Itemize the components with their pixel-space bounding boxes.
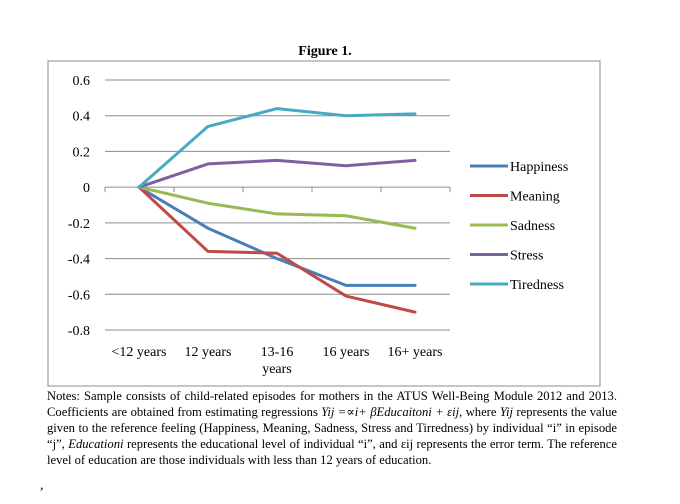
series-line-meaning [137,185,417,314]
legend-label-tiredness: Tiredness [510,278,564,293]
legend-label-sadness: Sadness [510,219,555,234]
x-axis-tick-labels: <12 years 12 years 13-16 years 16 years 16+ y… [112,345,443,377]
x-tick-label: <12 years [112,345,167,360]
legend-label-stress: Stress [510,249,543,264]
chart-title: Figure 1. [298,44,351,59]
y-tick-label: 0.6 [73,74,91,89]
figure-notes: Notes: Sample consists of child-related … [47,388,617,468]
y-tick-label: -0.8 [68,324,90,339]
y-tick-label: -0.4 [68,253,90,268]
x-tick-label: 12 years [184,345,231,360]
stray-comma: , [40,478,44,493]
y-tick-label: -0.2 [68,217,90,232]
x-tick-label: 16+ years [388,345,443,360]
x-tick-label: 13-16 years [261,345,294,377]
legend-label-meaning: Meaning [510,190,560,205]
notes-education: Educationi [68,437,124,451]
legend: Happiness Meaning Sadness Stress Tiredness [470,160,568,293]
y-tick-label: -0.6 [68,288,90,303]
notes-text-1: Notes: Sample consists of child-related … [47,389,617,419]
notes-yij: Yij [499,405,513,419]
y-tick-label: 0.4 [73,110,91,125]
notes-text-4: represents the educational level of indi… [47,437,617,467]
series-line-sadness [137,185,417,230]
x-tick-label: 16 years [322,345,369,360]
y-tick-label: 0 [83,181,90,196]
legend-label-happiness: Happiness [510,160,568,175]
y-tick-label: 0.2 [73,145,91,160]
series-line-stress [137,158,417,189]
notes-text-3: represents the value given to the refere… [47,405,617,451]
series-line-happiness [137,185,417,287]
series-line-tiredness [137,107,417,189]
series-lines [137,107,417,314]
x-axis [104,186,451,193]
y-axis-tick-labels: 0.6 0.4 0.2 0 -0.2 -0.4 -0.6 -0.8 [68,74,90,339]
line-chart: Figure 1. 0.6 0.4 0.2 0 -0.2 -0.4 -0.6 -0.8 <12… [47,44,601,387]
notes-text-2: , where [459,405,500,419]
notes-formula: Yij =∝i+ βEducaitoni + εij [321,405,460,419]
